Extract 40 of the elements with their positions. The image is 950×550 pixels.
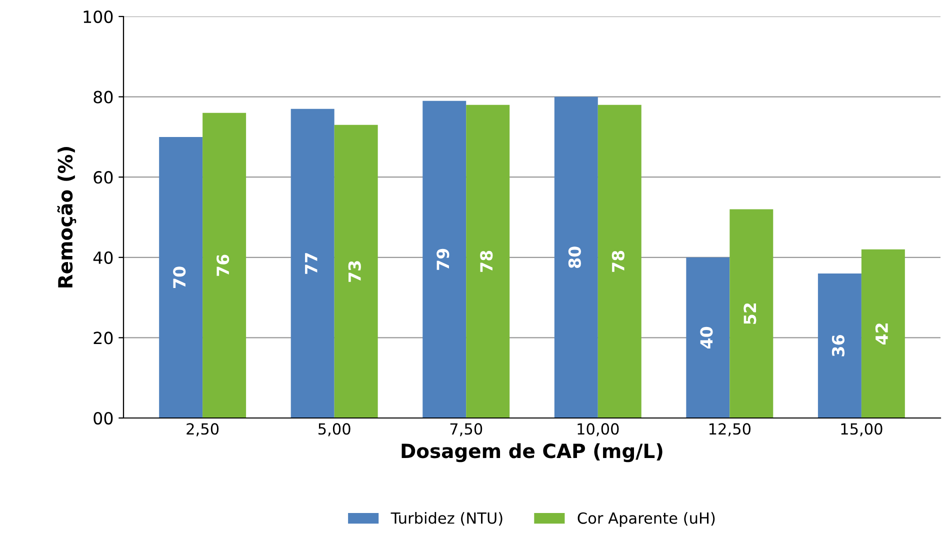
bar: [422, 100, 466, 418]
bar: [818, 273, 862, 418]
x-tick-label: 10,00: [578, 423, 619, 436]
bar: [202, 112, 246, 418]
x-axis-title: Dosagem de CAP (mg/L): [402, 443, 662, 462]
data-label: 70: [173, 266, 186, 288]
data-label: 77: [305, 253, 318, 274]
data-label: 42: [875, 324, 888, 345]
bar: [290, 108, 334, 418]
x-tick-label: 7,50: [450, 423, 482, 436]
bar: [730, 209, 774, 418]
y-tick-label: 40: [93, 251, 113, 264]
x-tick-label: 5,00: [318, 423, 350, 436]
data-label: 40: [700, 326, 713, 349]
y-tick-label: 20: [94, 332, 113, 344]
y-tick-label: 100: [84, 10, 113, 24]
legend-label: Cor Aparente (uH): [578, 512, 715, 527]
data-label: 80: [568, 246, 581, 268]
legend-label: Turbidez (NTU): [390, 512, 502, 526]
y-tick-label: 60: [94, 171, 113, 184]
data-label: 52: [744, 303, 756, 324]
y-axis-title: Remoção (%): [57, 147, 76, 288]
bar: [554, 96, 598, 418]
data-label: 76: [216, 254, 230, 276]
bar: [334, 124, 378, 418]
data-label: 79: [436, 248, 450, 270]
bar: [686, 257, 730, 418]
bar: [598, 104, 642, 418]
bar: [466, 104, 510, 418]
bar: [159, 136, 203, 418]
y-tick-label: 80: [94, 90, 113, 104]
data-label: 36: [832, 335, 845, 356]
x-tick-label: 12,50: [709, 423, 751, 436]
data-label: 78: [612, 250, 624, 272]
data-label: 73: [348, 261, 361, 282]
x-tick-label: 2,50: [186, 423, 219, 436]
x-tick-label: 15,00: [841, 423, 882, 436]
data-label: 78: [480, 250, 493, 272]
y-tick-label: 00: [94, 412, 113, 425]
bar: [861, 249, 905, 418]
